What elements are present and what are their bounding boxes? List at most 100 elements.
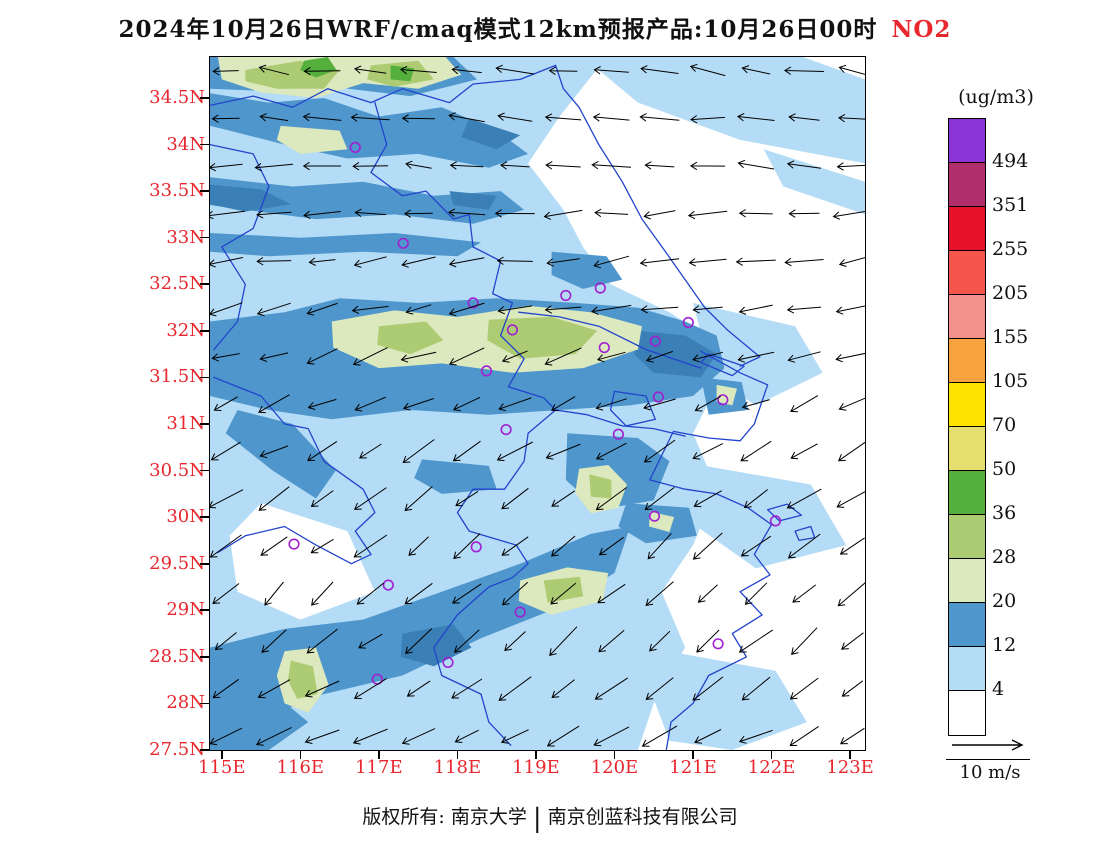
lat-tick-label: 31.5N — [149, 366, 205, 388]
title-main: 2024年10月26日WRF/cmaq模式12km预报产品:10月26日00时 — [118, 16, 878, 43]
copyright-right: 南京创蓝科技有限公司 — [547, 806, 738, 828]
lat-tick-label: 33.5N — [149, 180, 205, 202]
station-marker — [287, 538, 300, 550]
colorbar-level-label: 20 — [992, 590, 1017, 612]
lon-tick-mark — [220, 750, 223, 759]
colorbar-level-label: 28 — [992, 546, 1017, 568]
colorbar-level-label: 36 — [992, 502, 1017, 524]
lon-tick-label: 121E — [669, 757, 717, 778]
station-marker — [500, 423, 512, 435]
colorbar-level-label: 494 — [992, 150, 1029, 172]
station-marker — [441, 656, 454, 668]
lon-tick-mark — [535, 750, 537, 759]
lat-tick-label: 32N — [166, 319, 205, 341]
colorbar-level-label: 255 — [992, 238, 1029, 260]
colorbar-cell — [949, 691, 985, 735]
lon-tick-label: 119E — [512, 757, 560, 778]
lat-tick-label: 29N — [166, 599, 205, 621]
station-marker — [397, 237, 409, 249]
station-marker-layer — [287, 141, 781, 685]
colorbar-level-label: 351 — [992, 194, 1029, 216]
footer-separator: | — [532, 804, 542, 834]
copyright-left: 版权所有: 南京大学 — [362, 806, 527, 828]
wind-scale-legend: 10 m/s — [946, 736, 1034, 783]
station-marker — [470, 540, 482, 553]
colorbar-cell — [949, 295, 985, 339]
station-marker — [648, 510, 660, 522]
colorbar-cell — [949, 251, 985, 295]
lon-tick-label: 120E — [590, 757, 639, 778]
colorbar-cell — [949, 339, 985, 383]
lat-tick-label: 30N — [166, 506, 205, 528]
station-marker — [682, 316, 694, 328]
station-marker — [612, 428, 624, 440]
lon-tick-label: 116E — [276, 757, 325, 778]
colorbar-level-label: 155 — [992, 326, 1029, 348]
colorbar-cell — [949, 119, 985, 163]
wind-scale-label: 10 m/s — [959, 762, 1021, 784]
station-marker — [716, 393, 728, 405]
contour-fill-layer — [209, 56, 865, 750]
station-marker — [712, 637, 724, 649]
station-marker — [594, 281, 606, 294]
station-marker — [467, 296, 479, 308]
colorbar-level-label: 105 — [992, 370, 1029, 392]
lon-tick-label: 117E — [355, 757, 403, 778]
colorbar-level-label: 50 — [992, 458, 1017, 480]
colorbar-level-label: 205 — [992, 282, 1029, 304]
lat-tick-label: 29.5N — [149, 552, 205, 574]
lon-tick-mark — [770, 750, 773, 759]
lat-tick-label: 28N — [166, 692, 205, 714]
lon-tick-mark — [613, 750, 616, 759]
title-species: NO2 — [891, 16, 952, 43]
lat-tick-label: 30.5N — [149, 459, 205, 481]
lon-tick-mark — [378, 750, 380, 759]
station-marker — [598, 341, 610, 353]
colorbar-cell — [949, 559, 985, 603]
lat-tick-label: 31N — [166, 412, 205, 434]
colorbar-cell — [949, 163, 985, 207]
lon-tick-label: 118E — [433, 757, 482, 778]
lat-tick-label: 28.5N — [149, 645, 205, 667]
colorbar — [948, 118, 986, 736]
colorbar-level-label: 70 — [992, 414, 1017, 436]
colorbar-cell — [949, 603, 985, 647]
colorbar-cell — [949, 207, 985, 251]
wind-scale-arrow — [952, 739, 1024, 751]
station-marker — [514, 605, 526, 618]
colorbar-cell — [949, 515, 985, 559]
lat-tick-label: 34.5N — [149, 86, 205, 108]
station-marker — [649, 335, 661, 347]
station-marker — [480, 364, 492, 377]
colorbar-level-label: 12 — [992, 634, 1017, 656]
station-marker — [349, 141, 361, 153]
station-marker — [559, 289, 571, 301]
lon-tick-label: 115E — [198, 757, 246, 778]
colorbar-cell — [949, 647, 985, 691]
map-plot-frame — [208, 55, 866, 751]
colorbar-unit-label: (ug/m3) — [958, 86, 1034, 108]
copyright-footer: 版权所有: 南京大学 | 南京创蓝科技有限公司 — [0, 802, 1100, 834]
lon-tick-label: 122E — [747, 757, 796, 778]
lon-tick-mark — [849, 750, 851, 759]
lat-tick-label: 32.5N — [149, 273, 205, 295]
station-marker — [652, 390, 664, 403]
station-marker — [769, 514, 781, 527]
station-marker — [382, 578, 394, 591]
map-canvas — [209, 56, 865, 750]
province-boundary-layer — [209, 64, 815, 750]
page-title: 2024年10月26日WRF/cmaq模式12km预报产品:10月26日00时 N… — [0, 10, 1070, 44]
lon-tick-mark — [692, 750, 694, 759]
lat-tick-label: 27.5N — [149, 739, 205, 760]
wind-scale-rule — [946, 759, 1030, 761]
wind-arrow-layer — [209, 63, 865, 747]
lat-tick-label: 33N — [166, 226, 205, 248]
colorbar-cell — [949, 471, 985, 515]
colorbar-level-label: 4 — [992, 678, 1005, 700]
lat-tick-label: 34N — [166, 133, 205, 155]
colorbar-cell — [949, 427, 985, 471]
lon-tick-label: 123E — [826, 757, 874, 778]
lon-tick-mark — [299, 750, 302, 759]
lon-tick-mark — [456, 750, 459, 759]
